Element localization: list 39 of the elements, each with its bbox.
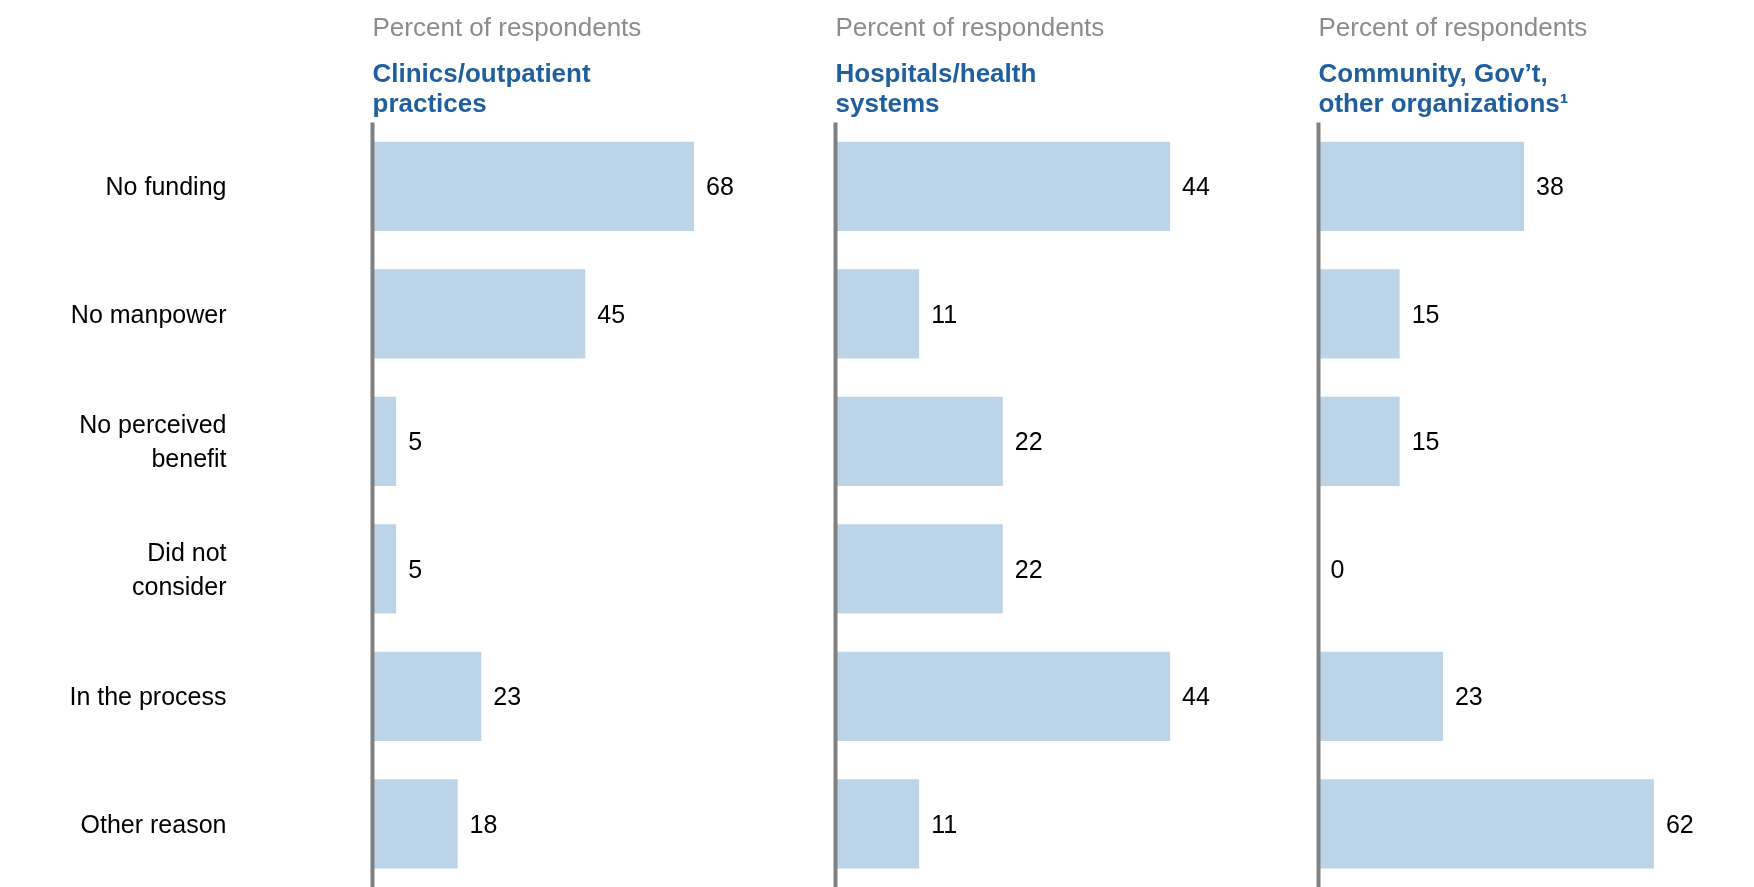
data-label: 11 <box>931 299 958 328</box>
chart-subtitle: Percent of respondents <box>835 11 1105 42</box>
chart-title: Clinics/outpatient practices <box>372 57 591 118</box>
data-label: 62 <box>1665 809 1694 838</box>
y-tick-label: Did not consider <box>132 537 227 600</box>
y-tick-label: Other reason <box>80 809 227 838</box>
data-label: 15 <box>1411 299 1440 328</box>
data-label: 44 <box>1182 172 1211 201</box>
chart-subtitle: Percent of respondents <box>372 11 642 42</box>
bar <box>1318 141 1525 231</box>
bar <box>1318 396 1400 486</box>
data-label: 22 <box>1014 427 1043 456</box>
bar <box>372 141 695 231</box>
y-tick-label: No manpower <box>70 299 227 328</box>
data-label: 11 <box>931 809 958 838</box>
y-tick-label: No funding <box>105 172 227 201</box>
data-label: 38 <box>1536 172 1564 201</box>
chart-subtitle: Percent of respondents <box>1318 11 1588 42</box>
bar <box>372 269 586 359</box>
data-label: 23 <box>493 682 522 711</box>
bar <box>1318 269 1400 359</box>
y-tick-label: In the process <box>69 682 227 711</box>
data-label: 0 <box>1330 554 1345 583</box>
chart-title: Hospitals/health systems <box>835 57 1037 118</box>
data-label: 68 <box>706 172 734 201</box>
bar <box>372 651 482 741</box>
data-label: 22 <box>1014 554 1043 583</box>
data-label: 15 <box>1411 427 1440 456</box>
data-label: 44 <box>1182 682 1211 711</box>
data-label: 23 <box>1454 682 1483 711</box>
bar <box>1318 779 1654 869</box>
data-label: 5 <box>408 554 423 583</box>
data-label: 5 <box>408 427 423 456</box>
data-label: 45 <box>597 299 626 328</box>
data-label: 18 <box>469 809 498 838</box>
y-tick-label: No perceived benefit <box>79 410 227 473</box>
chart-title: Community, Gov’t, other organizations¹ <box>1318 57 1569 118</box>
bar <box>1318 651 1443 741</box>
bar <box>372 779 458 869</box>
